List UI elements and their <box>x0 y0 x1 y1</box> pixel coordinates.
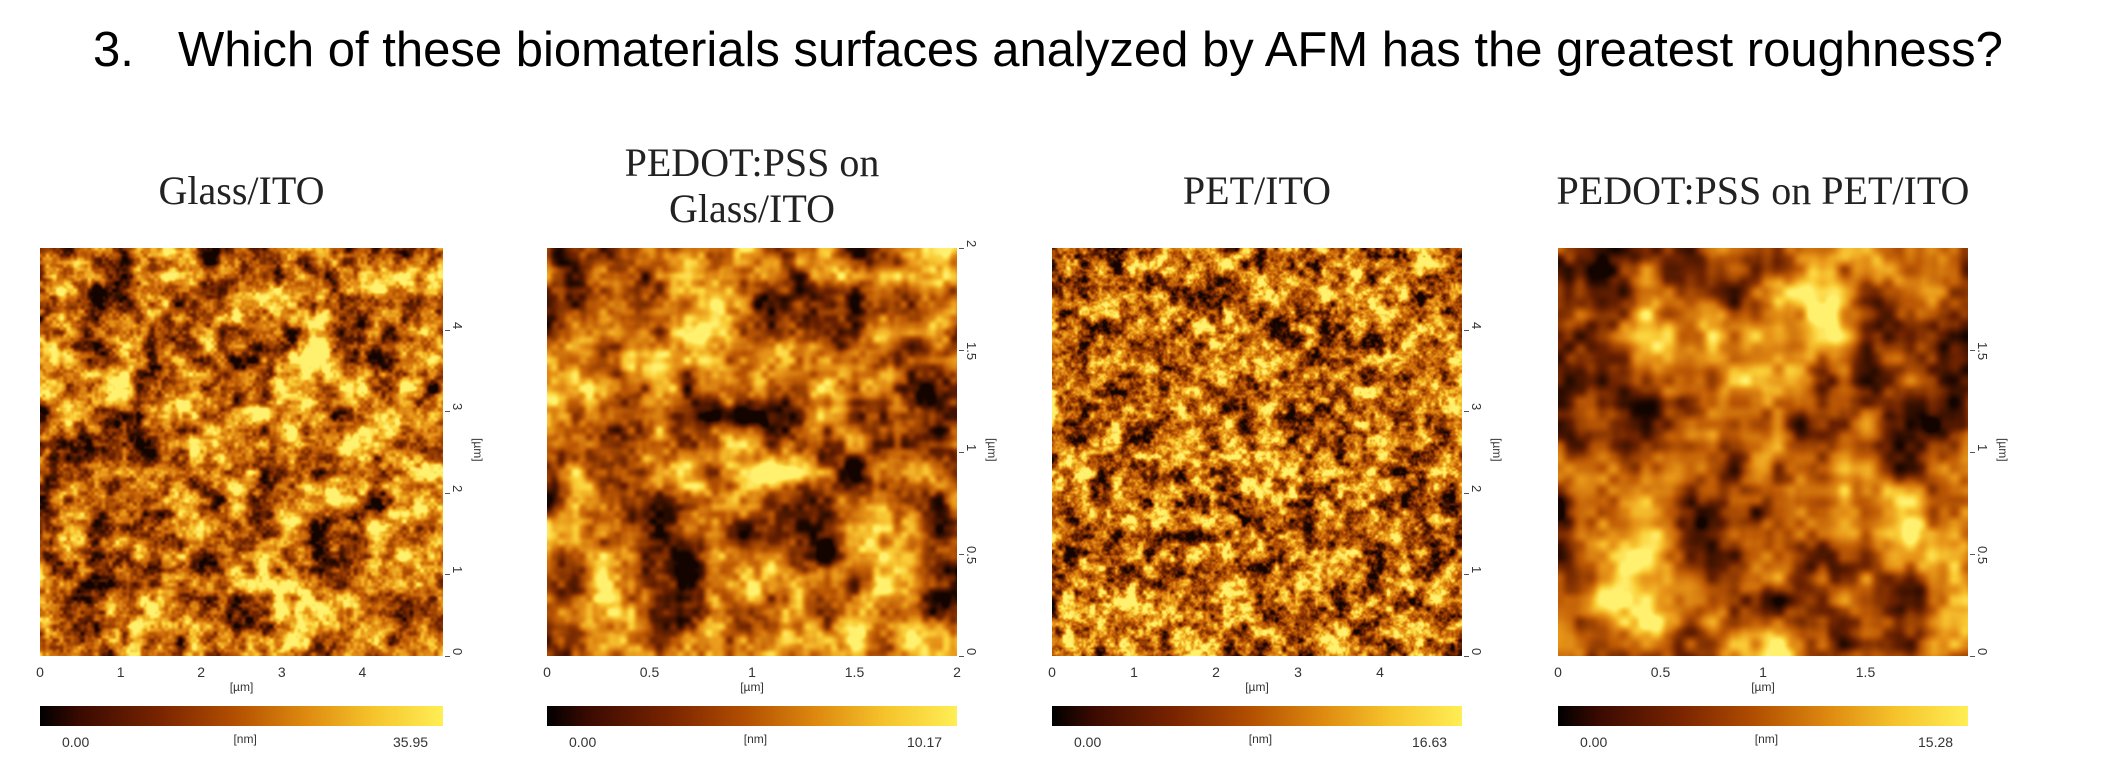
x-tick-label: 2 <box>197 664 206 680</box>
x-tick-label: 0 <box>1048 664 1056 680</box>
x-tick-label: 3 <box>1294 664 1302 680</box>
x-axis-unit: [µm] <box>1751 680 1775 694</box>
question-text: 3. Which of these biomaterials surfaces a… <box>93 22 2003 78</box>
y-tick-mark <box>959 452 964 453</box>
y-tick-label: 0.5 <box>964 546 979 565</box>
colorbar-unit: [nm] <box>743 732 768 746</box>
y-tick-mark <box>1970 350 1975 351</box>
y-tick-mark <box>1970 656 1975 657</box>
afm-height-map <box>547 248 957 656</box>
y-tick-mark <box>959 656 964 657</box>
colorbar-min: 0.00 <box>1074 734 1102 750</box>
y-tick-label: 2 <box>450 484 465 493</box>
x-tick-label: 0 <box>36 664 44 680</box>
y-tick-mark <box>1464 492 1469 494</box>
x-tick-label: 1.5 <box>844 664 865 680</box>
colorbar-max: 10.17 <box>907 734 943 750</box>
colorbar <box>1558 706 1968 726</box>
y-tick-label: 0 <box>1469 648 1484 656</box>
x-axis-unit: [µm] <box>1245 680 1269 694</box>
y-tick-label: 2 <box>964 240 979 248</box>
x-tick-label: 0.5 <box>1650 664 1671 680</box>
x-tick-label: 0.5 <box>639 664 660 680</box>
y-tick-mark <box>1464 656 1469 657</box>
y-tick-mark <box>445 411 450 413</box>
y-tick-mark <box>959 350 964 351</box>
y-tick-label: 0 <box>964 648 979 656</box>
colorbar-unit: [nm] <box>1754 732 1779 746</box>
colorbar <box>547 706 957 726</box>
x-tick-label: 2 <box>1212 664 1220 680</box>
colorbar-max: 35.95 <box>393 734 429 750</box>
y-tick-label: 1 <box>450 566 465 574</box>
y-tick-mark <box>1464 574 1469 576</box>
x-tick-label: 4 <box>358 664 367 680</box>
y-tick-mark <box>959 248 964 249</box>
y-tick-mark <box>1464 411 1469 413</box>
colorbar <box>40 706 443 726</box>
y-tick-mark <box>445 329 450 331</box>
y-axis-unit: [µm] <box>1996 438 2010 462</box>
x-tick-label: 1 <box>1759 664 1767 680</box>
y-tick-label: 1 <box>1975 444 1990 452</box>
x-tick-label: 1 <box>748 664 756 680</box>
y-tick-mark <box>445 574 450 576</box>
y-tick-label: 1 <box>1469 566 1484 574</box>
colorbar <box>1052 706 1462 726</box>
y-tick-label: 3 <box>1469 403 1484 411</box>
colorbar-unit: [nm] <box>233 732 257 746</box>
x-tick-label: 0 <box>543 664 551 680</box>
y-tick-label: 3 <box>450 403 465 411</box>
y-tick-label: 0 <box>1975 648 1990 656</box>
afm-height-map <box>1558 248 1968 656</box>
y-tick-label: 1.5 <box>964 342 979 361</box>
colorbar-min: 0.00 <box>1580 734 1608 750</box>
x-tick-label: 1 <box>1130 664 1138 680</box>
x-tick-label: 1.5 <box>1855 664 1876 680</box>
colorbar-min: 0.00 <box>62 734 90 750</box>
y-axis-unit: [µm] <box>985 438 999 462</box>
y-tick-mark <box>1970 554 1975 555</box>
y-tick-label: 0.5 <box>1975 546 1990 565</box>
y-tick-mark <box>959 554 964 555</box>
colorbar-min: 0.00 <box>569 734 597 750</box>
y-tick-mark <box>445 492 450 494</box>
question-number: 3. <box>93 23 134 77</box>
x-tick-label: 1 <box>116 664 125 680</box>
colorbar-unit: [nm] <box>1248 732 1273 746</box>
afm-height-map <box>1052 248 1462 656</box>
panel-title: Glass/ITO <box>158 168 325 213</box>
colorbar-max: 16.63 <box>1412 734 1448 750</box>
y-tick-label: 1 <box>964 444 979 452</box>
x-tick-label: 2 <box>953 664 961 680</box>
y-tick-label: 1.5 <box>1975 342 1990 361</box>
panel-title: PEDOT:PSS on Glass/ITO <box>624 140 880 231</box>
y-tick-mark <box>445 656 450 657</box>
panel-title: PET/ITO <box>1182 168 1332 213</box>
y-tick-label: 4 <box>1469 321 1484 329</box>
colorbar-max: 15.28 <box>1918 734 1954 750</box>
x-tick-label: 4 <box>1376 664 1384 680</box>
panel-title: PEDOT:PSS on PET/ITO <box>1556 168 1970 213</box>
question-body: Which of these biomaterials surfaces ana… <box>178 23 2003 77</box>
x-axis-unit: [µm] <box>740 680 764 694</box>
x-tick-label: 3 <box>277 664 286 680</box>
y-tick-mark <box>1464 329 1469 331</box>
y-tick-label: 4 <box>450 321 465 329</box>
y-axis-unit: [µm] <box>471 438 485 462</box>
y-axis-unit: [µm] <box>1490 438 1504 462</box>
y-tick-label: 0 <box>450 648 465 656</box>
x-axis-unit: [µm] <box>229 680 254 694</box>
y-tick-label: 2 <box>1469 484 1484 493</box>
afm-height-map <box>40 248 443 656</box>
y-tick-mark <box>1970 452 1975 453</box>
x-tick-label: 0 <box>1554 664 1562 680</box>
